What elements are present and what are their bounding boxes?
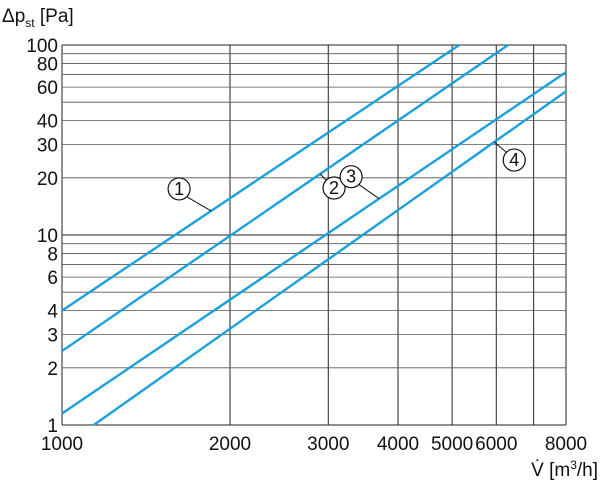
x-tick-label: 2000 [209,434,251,455]
y-tick-label: 30 [37,135,58,156]
y-tick-label: 6 [47,268,58,289]
series-label-2: 2 [329,178,339,198]
y-tick-label: 3 [47,325,58,346]
y-tick-label: 60 [37,78,58,99]
x-tick-label: 6000 [475,434,517,455]
series-callouts: 1 23 4 [167,141,526,212]
circle-2-icon [322,176,346,200]
y-tick-label: 4 [47,302,58,323]
x-tick-label: 4000 [377,434,419,455]
x-axis-label: V̇ [m3/h] [531,458,598,481]
circle-1-icon [167,177,191,201]
callout-leader-4 [493,141,507,153]
series-line-3 [61,71,567,415]
x-tick-label: 8000 [545,434,587,455]
y-tick-label: 40 [37,112,58,133]
circle-4-icon [502,148,526,172]
x-tick-labels: 1000 2000 3000 4000 5000 6000 8000 [41,434,587,455]
series-line-1 [61,44,460,312]
callout-leader-3 [358,184,380,200]
y-tick-label: 10 [37,226,58,247]
series-line-2 [61,44,509,353]
x-tick-label: 3000 [307,434,349,455]
series-label-1: 1 [174,179,184,199]
x-tick-label: 1000 [41,434,83,455]
x-tick-label: 5000 [431,434,473,455]
callout-leader-1 [186,196,212,212]
y-tick-label: 20 [37,169,58,190]
series-line-4 [93,90,567,426]
series-label-3: 3 [346,167,356,187]
circle-3-icon [339,165,363,189]
y-tick-label: 8 [47,244,58,265]
callout-leader-2 [319,173,327,181]
y-axis-label: Δpst [Pa] [2,6,74,30]
series-label-4: 4 [509,150,519,170]
y-tick-label: 100 [26,36,58,57]
grid [61,44,567,426]
y-tick-label: 80 [37,54,58,75]
y-tick-label: 1 [47,416,58,437]
series-lines [61,44,567,426]
y-tick-label: 2 [47,359,58,380]
